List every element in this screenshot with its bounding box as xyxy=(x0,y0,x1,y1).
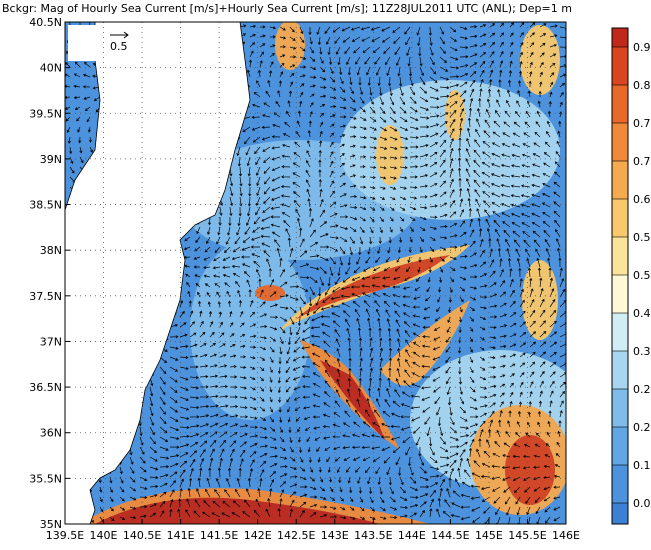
y-tick-label: 39N xyxy=(40,153,62,166)
speed-patches xyxy=(80,22,566,524)
axes: 139.5E 140E 140.5E 141E 141.5E 142E 142.5E 143E… xyxy=(29,16,580,542)
colorbar-band xyxy=(612,503,628,524)
colorbar-band xyxy=(612,47,628,85)
graticule xyxy=(65,22,566,524)
colorbar-band xyxy=(612,28,628,47)
y-tick-label: 39.5N xyxy=(29,107,62,120)
colorbar-label: 0.93 xyxy=(633,41,651,54)
colorbar-frame xyxy=(611,27,629,525)
colorbar-band xyxy=(612,351,628,389)
y-tick-label: 36N xyxy=(40,427,62,440)
x-tick-label: 143.5E xyxy=(354,529,392,542)
x-tick-label: 140E xyxy=(90,529,118,542)
y-tick-label: 36.5N xyxy=(29,381,62,394)
colorbar-label: 0.50 xyxy=(633,269,651,282)
x-tick-label: 142.5E xyxy=(277,529,315,542)
y-tick-label: 40.5N xyxy=(29,16,62,29)
y-tick-label: 38N xyxy=(40,244,62,257)
colorbar-band xyxy=(612,313,628,351)
x-tick-label: 140.5E xyxy=(123,529,161,542)
x-tick-label: 144.5E xyxy=(431,529,469,542)
land xyxy=(65,22,251,524)
colorbar-band xyxy=(612,465,628,503)
colorbar-label: 0.71 xyxy=(633,155,651,168)
vector-key: 0.5 xyxy=(110,31,129,53)
colorbar-label: 0.07 xyxy=(633,497,651,510)
x-tick-label: 145.5E xyxy=(508,529,546,542)
colorbar-label: 0.36 xyxy=(633,345,651,358)
colorbar-label: 0.79 xyxy=(633,117,651,130)
colorbar-band xyxy=(612,275,628,313)
colorbar-band xyxy=(612,237,628,275)
colorbar-band xyxy=(612,199,628,237)
y-tick-label: 37N xyxy=(40,335,62,348)
colorbar-label: 0.29 xyxy=(633,383,651,396)
colorbar-label: 0.14 xyxy=(633,459,651,472)
colorbar-label: 0.57 xyxy=(633,231,651,244)
x-tick-label: 142E xyxy=(244,529,272,542)
y-tick-label: 40N xyxy=(40,62,62,75)
x-tick-label: 143E xyxy=(321,529,349,542)
x-tick-label: 144E xyxy=(398,529,426,542)
colorbar-band xyxy=(612,389,628,427)
x-tick-label: 141.5E xyxy=(200,529,238,542)
colorbar-label: 0.43 xyxy=(633,307,651,320)
colorbar-label: 0.64 xyxy=(633,193,651,206)
colorbar-band xyxy=(612,161,628,199)
title: Bckgr: Mag of Hourly Sea Current [m/s]+H… xyxy=(2,2,572,15)
x-tick-label: 146E xyxy=(552,529,580,542)
y-tick-label: 35.5N xyxy=(29,472,62,485)
y-tick-label: 35N xyxy=(40,518,62,531)
colorbar-label: 0.21 xyxy=(633,421,651,434)
x-tick-label: 145E xyxy=(475,529,503,542)
x-tick-label: 141E xyxy=(167,529,195,542)
field xyxy=(65,22,566,524)
colorbar-label: 0.86 xyxy=(633,79,651,92)
y-tick-label: 38.5N xyxy=(29,199,62,212)
plot-frame xyxy=(64,21,567,525)
colorbar-band xyxy=(612,123,628,161)
colorbar-band xyxy=(612,85,628,123)
x-tick-label: 139.5E xyxy=(46,529,84,542)
colorbar-band xyxy=(612,427,628,465)
y-tick-label: 37.5N xyxy=(29,290,62,303)
vector-key-label: 0.5 xyxy=(110,40,128,53)
colorbar: 0.93 0.86 0.79 0.71 0.64 0.57 0.50 0.43 0.36 0.29… xyxy=(611,27,651,525)
vector-key-box xyxy=(68,25,102,61)
